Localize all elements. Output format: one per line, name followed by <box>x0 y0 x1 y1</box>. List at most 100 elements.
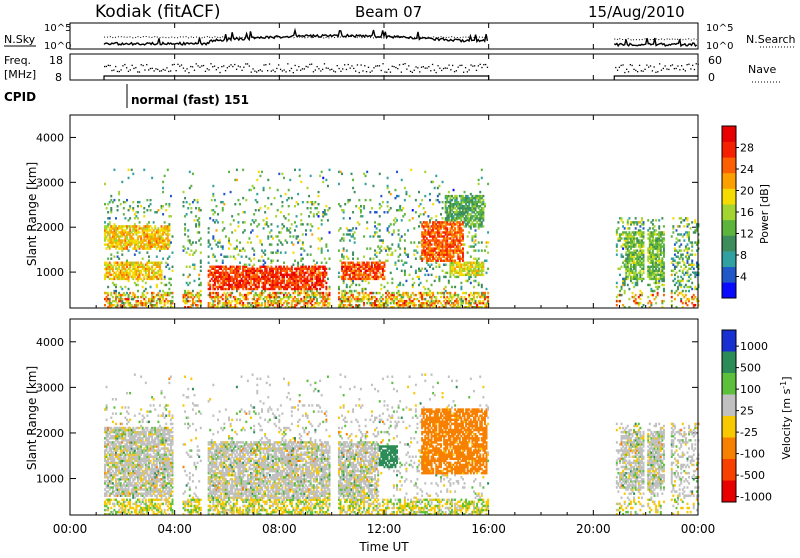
nave-dot <box>694 69 695 70</box>
nave-dot <box>166 67 167 68</box>
heatmap-cell <box>429 199 431 201</box>
heatmap-cell <box>329 292 331 294</box>
heatmap-cell <box>316 262 318 264</box>
heatmap-cell <box>270 203 272 205</box>
heatmap-cell <box>236 239 238 241</box>
heatmap-cell <box>357 258 359 260</box>
nave-dot <box>304 68 305 69</box>
heatmap-cell <box>448 280 450 282</box>
heatmap-cell <box>355 205 357 207</box>
heatmap-cell <box>214 211 216 213</box>
heatmap-cell <box>187 207 189 209</box>
heatmap-cell <box>200 300 202 302</box>
nave-dot <box>355 71 356 72</box>
heatmap-cell <box>186 251 188 253</box>
heatmap-cell <box>478 292 480 294</box>
heatmap-cell <box>639 298 641 300</box>
heatmap-cell <box>478 258 480 260</box>
heatmap-cell <box>410 169 412 171</box>
nave-dot <box>646 65 647 66</box>
heatmap-cell <box>300 213 302 215</box>
nave-dot <box>624 72 625 73</box>
nave-dot <box>437 65 438 66</box>
heatmap-cell <box>168 268 170 270</box>
heatmap-cell <box>380 249 382 251</box>
nave-dot <box>245 63 246 64</box>
nave-dot <box>282 70 283 71</box>
nave-dot <box>132 65 133 66</box>
heatmap-cell <box>368 262 370 264</box>
heatmap-cell <box>162 213 164 215</box>
heatmap-cell <box>226 255 228 257</box>
heatmap-cell <box>307 223 309 225</box>
nave-dot <box>328 68 329 69</box>
nave-dot <box>212 66 213 67</box>
heatmap-cell <box>208 227 210 229</box>
heatmap-cell <box>487 268 489 270</box>
heatmap-cell <box>132 201 134 203</box>
heatmap-cell <box>200 294 202 296</box>
nave-dot <box>119 71 120 72</box>
heatmap-cell <box>308 195 310 197</box>
nave-dot <box>617 70 618 71</box>
heatmap-cell <box>343 255 345 257</box>
heatmap-cell <box>150 203 152 205</box>
heatmap-cell <box>421 268 423 270</box>
heatmap-cell <box>161 262 163 264</box>
nave-dot <box>381 70 382 71</box>
heatmap-cell <box>349 239 351 241</box>
heatmap-cell <box>200 270 202 272</box>
nave-dot <box>428 66 429 67</box>
heatmap-cell <box>387 282 389 284</box>
heatmap-cell <box>172 235 174 237</box>
heatmap-cell <box>288 197 290 199</box>
heatmap-cell <box>410 241 412 243</box>
heatmap-cell <box>143 215 145 217</box>
nave-dot <box>461 65 462 66</box>
heatmap-cell <box>190 211 192 213</box>
heatmap-cell <box>639 302 641 304</box>
heatmap-cell <box>358 304 360 306</box>
heatmap-cell <box>619 274 621 276</box>
heatmap-cell <box>264 262 266 264</box>
heatmap-cell <box>280 211 282 213</box>
heatmap-cell <box>398 229 400 231</box>
nave-dot <box>463 72 464 73</box>
heatmap-cell <box>294 260 296 262</box>
heatmap-cell <box>187 229 189 231</box>
heatmap-cell <box>245 264 247 266</box>
heatmap-cell <box>110 207 112 209</box>
cpid-panel: CPID normal (fast) 151 <box>4 84 249 108</box>
heatmap-cell <box>435 276 437 278</box>
heatmap-cell <box>237 253 239 255</box>
heatmap-cell <box>266 221 268 223</box>
heatmap-cell <box>327 249 329 251</box>
heatmap-cell <box>619 300 621 302</box>
heatmap-cell <box>616 243 618 245</box>
heatmap-cell <box>401 260 403 262</box>
heatmap-cell <box>418 276 420 278</box>
heatmap-cell <box>358 223 360 225</box>
heatmap-cell <box>123 213 125 215</box>
heatmap-cell <box>255 219 257 221</box>
heatmap-cell <box>438 276 440 278</box>
heatmap-cell <box>354 191 356 193</box>
heatmap-cell <box>281 173 283 175</box>
heatmap-cell <box>104 203 106 205</box>
heatmap-cell <box>200 209 202 211</box>
heatmap-cell <box>294 221 296 223</box>
nave-dot <box>672 64 673 65</box>
heatmap-cell <box>467 251 469 253</box>
heatmap-cell <box>462 247 464 249</box>
nave-dot <box>447 68 448 69</box>
heatmap-cell <box>460 286 462 288</box>
nave-dot <box>194 70 195 71</box>
heatmap-cell <box>470 282 472 284</box>
heatmap-cell <box>250 260 252 262</box>
nave-dot <box>280 69 281 70</box>
heatmap-cell <box>627 284 629 286</box>
heatmap-cell <box>292 243 294 245</box>
heatmap-cell <box>445 286 447 288</box>
nave-dot <box>232 66 233 67</box>
nave-dot <box>698 64 699 65</box>
